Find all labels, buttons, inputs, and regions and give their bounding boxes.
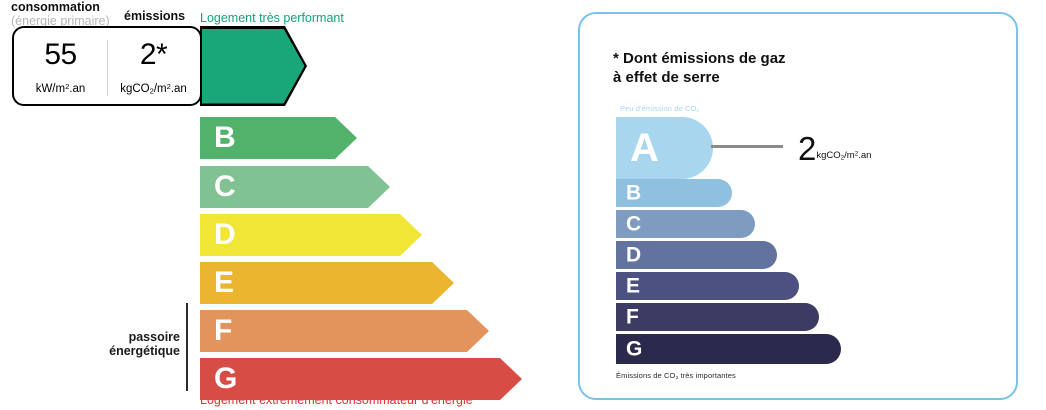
ges-title: * Dont émissions de gaz à effet de serre [613, 50, 786, 86]
energy-class-bar-b[interactable]: B [200, 117, 357, 159]
consumption-header: consommation (énergie primaire) [11, 0, 110, 28]
ges-caption-high-emission: Émissions de CO2 très importantes [616, 371, 736, 382]
energy-class-e-letter: E [214, 266, 235, 299]
values-box: 55 kW/m2.an 2* kgCO2/m2.an [12, 26, 202, 106]
energy-class-bar-e[interactable]: E [200, 262, 454, 304]
poor-housing-label: passoire énergétique [109, 330, 180, 358]
energy-performance-panel: consommation (énergie primaire) émission… [11, 0, 560, 407]
energy-class-bar-a[interactable]: A [200, 26, 307, 106]
consumption-header-sublabel: (énergie primaire) [11, 13, 110, 28]
energy-class-a-fill [202, 29, 305, 104]
ges-class-bar-g[interactable]: G [616, 334, 841, 364]
ges-class-bar-d[interactable]: D [616, 241, 777, 269]
emissions-cell: 2* kgCO2/m2.an [107, 28, 200, 104]
energy-class-g-letter: G [214, 362, 238, 395]
consumption-unit: kW/m2.an [35, 81, 86, 95]
consumption-header-label: consommation [11, 0, 100, 14]
values-divider [107, 40, 108, 96]
ges-class-f-letter: F [626, 305, 639, 329]
energy-class-b-letter: B [214, 121, 236, 154]
energy-class-d-letter: D [214, 218, 236, 251]
emissions-unit: kgCO2/m2.an [120, 81, 187, 96]
consumption-cell: 55 kW/m2.an [14, 28, 107, 104]
ges-class-bar-f[interactable]: F [616, 303, 819, 331]
energy-class-c-letter: C [214, 170, 236, 203]
ges-class-bar-c[interactable]: C [616, 210, 755, 238]
ges-class-bar-a[interactable]: A [616, 117, 713, 179]
ges-value-unit: kgCO2/m2.an [816, 150, 872, 162]
emissions-value: 2* [139, 38, 168, 71]
ges-class-a-letter: A [630, 126, 659, 170]
consumption-value: 55 [44, 38, 77, 71]
poor-housing-bracket [186, 303, 188, 391]
ges-value: 2kgCO2/m2.an [798, 132, 871, 165]
ges-value-number: 2 [798, 130, 817, 167]
ges-class-d-letter: D [626, 243, 642, 267]
emissions-header-label: émissions [124, 9, 186, 23]
ges-class-bar-b[interactable]: B [616, 179, 732, 207]
energy-class-f-letter: F [214, 314, 233, 347]
ges-class-b-letter: B [626, 181, 642, 205]
ges-caption-low-emission: Peu d'émission de CO2 [620, 104, 700, 115]
energy-class-bar-d[interactable]: D [200, 214, 422, 256]
top-annotation-very-efficient: Logement très performant [200, 11, 344, 25]
ges-class-bar-e[interactable]: E [616, 272, 799, 300]
energy-class-bar-g[interactable]: G [200, 358, 522, 400]
energy-class-bar-f[interactable]: F [200, 310, 489, 352]
ges-panel: * Dont émissions de gaz à effet de serre… [578, 12, 1018, 400]
ges-class-e-letter: E [626, 274, 641, 298]
energy-class-bar-c[interactable]: C [200, 166, 390, 208]
ges-class-g-letter: G [626, 337, 643, 361]
ges-class-c-letter: C [626, 212, 642, 236]
ges-leader-line [711, 145, 783, 148]
